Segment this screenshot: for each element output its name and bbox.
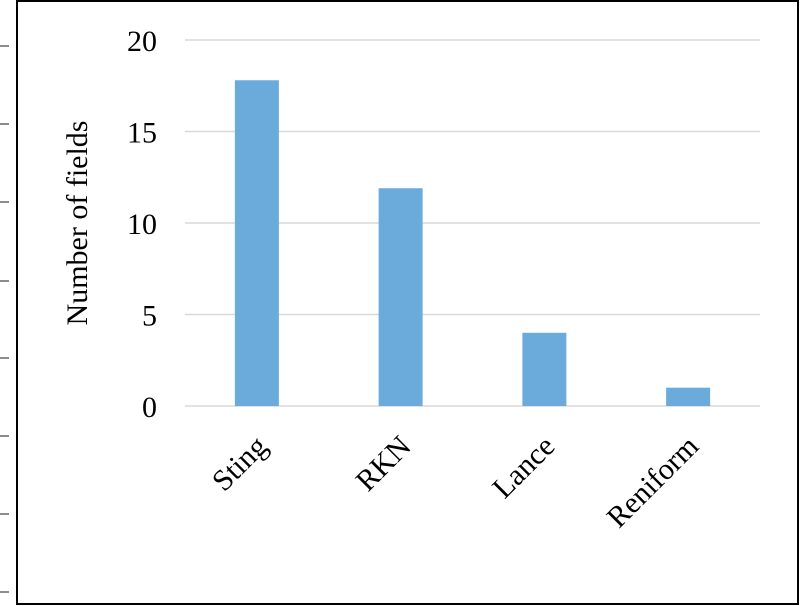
x-tick-label-rkn: RKN	[349, 430, 417, 498]
x-tick-label-sting: Sting	[206, 430, 274, 498]
gridlines	[185, 39, 760, 407]
plot-area: 0 5 10 15 20 Sting RKN Lance Reniform	[127, 25, 760, 534]
y-tick-label-5: 5	[142, 300, 157, 333]
y-tick-label-15: 15	[127, 117, 157, 150]
bar-reniform	[666, 387, 711, 406]
y-tick-label-10: 10	[127, 208, 157, 241]
x-tick-label-reniform: Reniform	[600, 430, 705, 535]
y-tick-label-20: 20	[127, 25, 157, 58]
y-tick-labels: 0 5 10 15 20	[127, 25, 157, 424]
chart-frame	[16, 0, 799, 605]
y-tick-label-0: 0	[142, 391, 157, 424]
bar-sting	[234, 80, 279, 406]
y-axis-title: Number of fields	[61, 121, 94, 326]
bars	[234, 80, 711, 406]
x-tick-labels: Sting RKN Lance Reniform	[206, 430, 705, 535]
bar-rkn	[378, 188, 423, 406]
left-edge-dashes	[0, 45, 9, 593]
x-tick-label-lance: Lance	[486, 430, 561, 505]
bar-lance	[522, 332, 567, 406]
